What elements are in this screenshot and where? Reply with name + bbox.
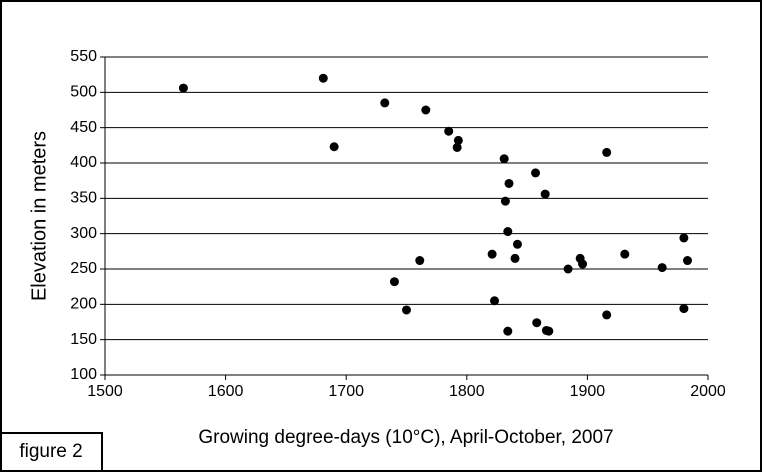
- point: [453, 135, 463, 145]
- point: [500, 196, 510, 206]
- point: [602, 310, 612, 320]
- y-tick-label: 150: [70, 331, 97, 348]
- point: [318, 73, 328, 83]
- y-tick-label: 500: [70, 84, 97, 101]
- point: [487, 249, 497, 259]
- point: [510, 253, 520, 263]
- x-tick-label: 1600: [208, 383, 244, 400]
- point: [415, 256, 425, 266]
- x-tick-label: 1800: [449, 383, 485, 400]
- x-tick-label: 2000: [690, 383, 726, 400]
- y-tick-label: 550: [70, 48, 97, 65]
- point: [540, 189, 550, 199]
- point: [679, 233, 689, 243]
- x-tick-label: 1900: [570, 383, 606, 400]
- point: [682, 256, 692, 266]
- point: [444, 126, 454, 136]
- x-axis-label: Growing degree-days (10°C), April-Octobe…: [198, 427, 613, 448]
- point: [531, 168, 541, 178]
- point: [421, 105, 431, 115]
- point: [178, 83, 188, 93]
- y-tick-label: 100: [70, 366, 97, 383]
- point: [329, 142, 339, 152]
- point: [380, 98, 390, 108]
- point: [602, 147, 612, 157]
- point: [499, 154, 509, 164]
- x-tick-label: 1700: [328, 383, 364, 400]
- figure-box: [0, 432, 103, 472]
- figure-label: figure 2: [19, 441, 82, 462]
- point: [490, 296, 500, 306]
- point: [402, 305, 411, 315]
- y-tick-label: 350: [70, 190, 97, 207]
- point: [620, 249, 630, 259]
- point: [532, 318, 542, 328]
- y-axis-label: Elevation in meters: [28, 131, 50, 301]
- point: [578, 259, 588, 269]
- point: [657, 263, 667, 273]
- point: [512, 239, 522, 249]
- y-tick-label: 300: [70, 225, 97, 242]
- point: [679, 304, 689, 314]
- point: [503, 326, 513, 336]
- point: [389, 277, 399, 287]
- y-tick-label: 450: [70, 119, 97, 136]
- y-tick-label: 400: [70, 154, 97, 171]
- y-tick-label: 250: [70, 260, 97, 277]
- point: [544, 326, 554, 336]
- y-tick-label: 200: [70, 296, 97, 313]
- point: [504, 178, 514, 188]
- point: [563, 264, 573, 274]
- point: [452, 142, 462, 152]
- point: [503, 227, 513, 237]
- x-tick-label: 1500: [87, 383, 123, 400]
